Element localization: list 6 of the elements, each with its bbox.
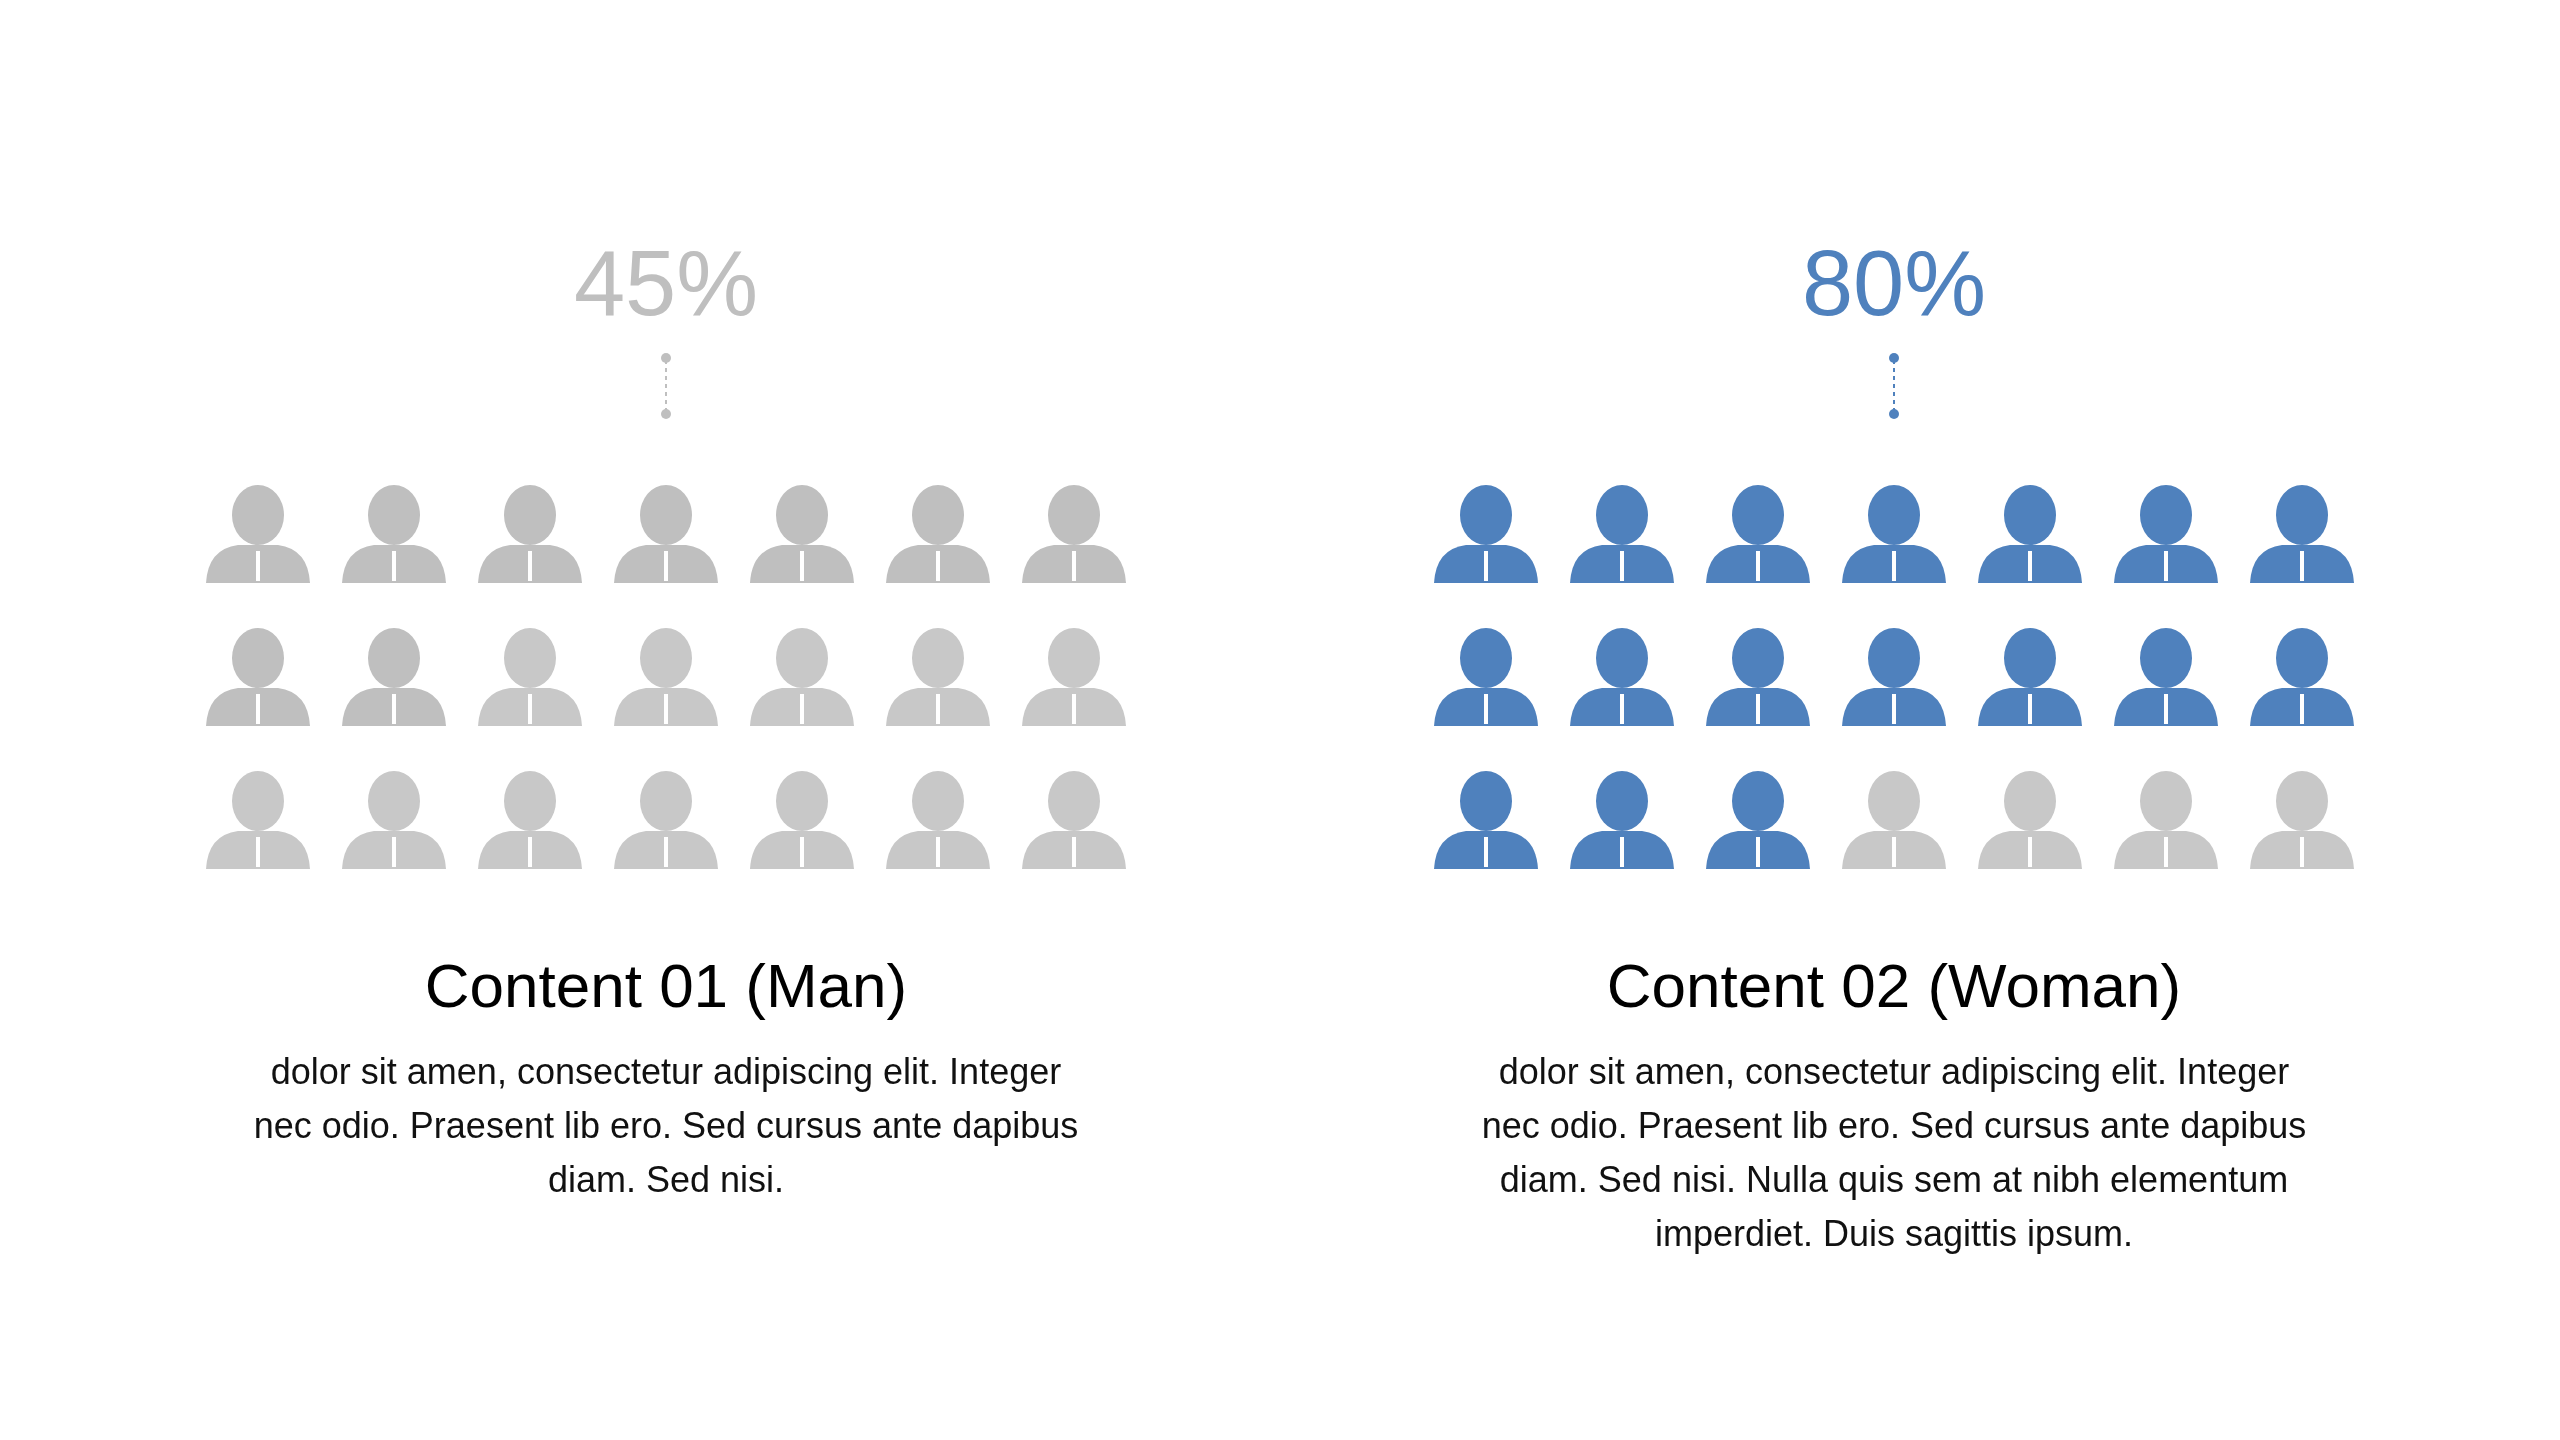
text: Content 02 (Woman) [1605, 950, 2183, 1021]
data-label: 45% [573, 232, 759, 335]
text: dolor sit amen, consectetur adipiscing elit. Integer nec odio. Praesent lib ero. Sed cursus ante dapibus diam. Sed nisi. [252, 1050, 1080, 1202]
data-label: 80% [1801, 232, 1987, 335]
text: Content 01 (Man) [423, 950, 909, 1021]
text: dolor sit amen, consectetur adipiscing elit. Integer nec odio. Praesent lib ero. Sed cursus ante dapibus diam. Sed nisi. Nulla quis sem at nibh elementum imperdiet. Duis sagittis ipsum. [1480, 1050, 2308, 1256]
